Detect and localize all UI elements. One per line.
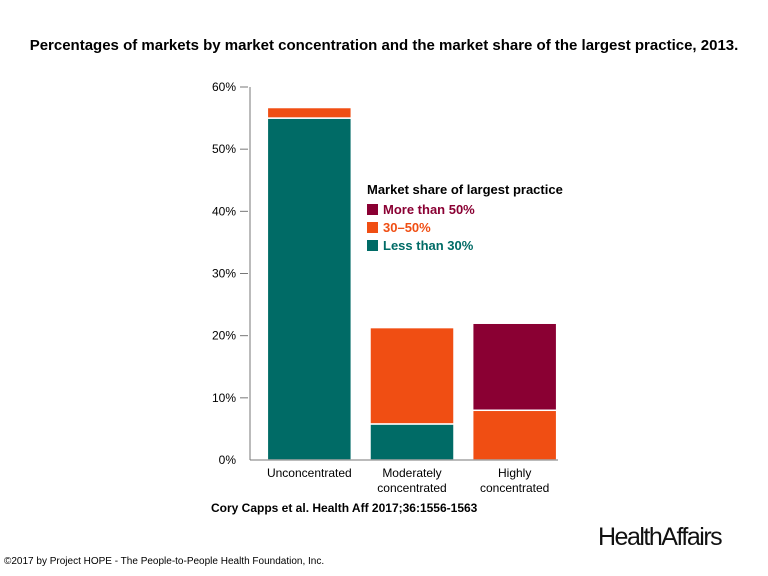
y-tick-label: 50%: [212, 142, 236, 156]
bar-segment: [471, 322, 558, 412]
y-tick-label: 10%: [212, 391, 236, 405]
bar-segment: [471, 409, 558, 461]
copyright-notice: ©2017 by Project HOPE - The People-to-Pe…: [4, 556, 325, 567]
legend-title: Market share of largest practice: [367, 182, 563, 197]
x-category-label: Moderately: [382, 466, 441, 480]
x-category-label: concentrated: [377, 481, 446, 495]
x-category-label: Unconcentrated: [267, 466, 352, 480]
legend-label: More than 50%: [383, 202, 475, 217]
y-tick-label: 0%: [219, 453, 237, 467]
x-category-label: Highly: [498, 466, 531, 480]
x-category-label: concentrated: [480, 481, 549, 495]
y-tick-label: 20%: [212, 329, 236, 343]
legend-swatch: [367, 240, 378, 251]
bar-segment: [369, 423, 455, 461]
y-tick-label: 40%: [212, 204, 236, 218]
y-tick-label: 30%: [212, 267, 236, 281]
chart-title: Percentages of markets by market concent…: [29, 37, 739, 54]
citation: Cory Capps et al. Health Aff 2017;36:155…: [211, 501, 478, 515]
bar-segment: [266, 117, 353, 461]
legend-label: Less than 30%: [383, 238, 474, 253]
bar-segment: [369, 326, 455, 425]
legend-label: 30–50%: [383, 220, 431, 235]
health-affairs-logo: HealthAffairs: [598, 523, 723, 551]
bar-segment: [266, 106, 353, 119]
y-tick-label: 60%: [212, 80, 236, 94]
legend-swatch: [367, 222, 378, 233]
legend-swatch: [367, 204, 378, 215]
